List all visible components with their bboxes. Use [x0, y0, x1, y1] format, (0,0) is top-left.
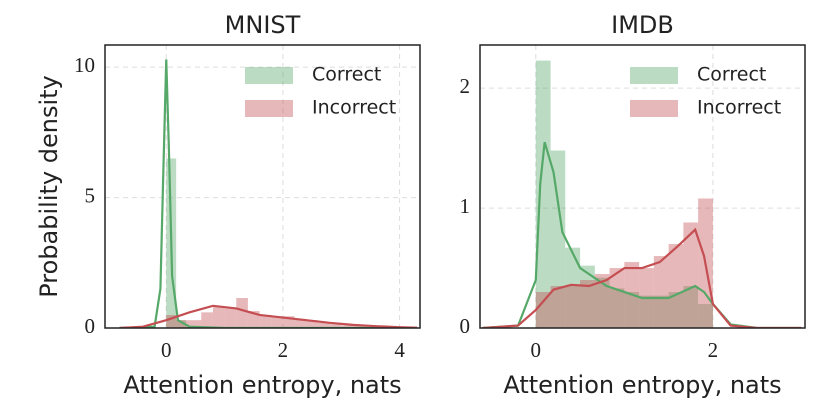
histogram-bar [624, 292, 640, 328]
histogram-bar [565, 247, 581, 328]
legend-swatch [630, 67, 678, 84]
histogram-bar [271, 316, 283, 328]
histogram-bar [609, 288, 625, 328]
y-tick-label: 1 [460, 194, 471, 218]
histogram-bar [535, 292, 551, 328]
histogram-bar [639, 295, 654, 328]
axes-frame [479, 44, 806, 329]
histogram-bar [201, 312, 213, 328]
histogram-bar [668, 244, 684, 328]
histogram-bar [294, 318, 307, 328]
histogram-bar [609, 268, 625, 328]
histogram-bar [565, 286, 581, 328]
chart-title: IMDB [611, 11, 674, 39]
legend-label: Incorrect [697, 97, 781, 119]
y-tick-label: 0 [85, 314, 96, 338]
histogram-bar [247, 311, 260, 328]
kde-line [119, 304, 418, 328]
histogram-bar [580, 265, 595, 328]
histogram-bar [550, 150, 566, 328]
x-tick-label: 0 [161, 338, 172, 362]
chart-title: MNIST [225, 11, 301, 39]
x-axis-label: Attention entropy, nats [123, 371, 401, 399]
legend-label: Incorrect [312, 97, 396, 119]
x-axis-label: Attention entropy, nats [503, 371, 781, 399]
plot-area [482, 60, 802, 328]
histogram-bar [653, 256, 669, 328]
histogram-bar [306, 320, 318, 328]
y-tick-label: 2 [460, 74, 471, 98]
histogram-bar [698, 304, 713, 328]
histogram-bar [580, 280, 595, 328]
histogram-bar [236, 298, 248, 328]
histogram-bar [341, 325, 353, 328]
histogram-bar [352, 325, 365, 328]
histogram-bar [329, 324, 342, 328]
histogram-bar [259, 314, 272, 328]
y-tick-label: 0 [460, 314, 471, 338]
x-tick-label: 0 [531, 338, 542, 362]
y-tick-label: 10 [74, 53, 95, 77]
histogram-bar [166, 314, 178, 328]
x-tick-label: 2 [278, 338, 289, 362]
histogram-bar [683, 286, 699, 328]
histogram-bar [668, 292, 684, 328]
legend-swatch [245, 100, 293, 117]
histogram-bar [535, 60, 551, 328]
legend-swatch [245, 67, 293, 84]
y-tick-label: 5 [85, 183, 96, 207]
histogram-bar [212, 307, 225, 328]
histogram-bar [317, 322, 330, 328]
histogram-bar [594, 277, 610, 328]
histogram-bar [594, 274, 610, 328]
axes-frame [104, 44, 421, 329]
x-tick-label: 4 [394, 338, 405, 362]
legend-label: Correct [697, 64, 766, 86]
histogram-bar [189, 320, 202, 328]
legend-swatch [630, 100, 678, 117]
kde-line [119, 59, 418, 328]
legend-label: Correct [312, 64, 381, 86]
y-axis-label: Probability density [35, 75, 63, 298]
x-tick-label: 2 [708, 338, 719, 362]
histogram-bar [683, 222, 699, 328]
histogram-bar [176, 320, 187, 328]
kde-line [482, 227, 802, 328]
histogram-bar [224, 308, 237, 328]
histogram-bar [282, 316, 295, 328]
histogram-bar [550, 286, 566, 328]
histogram-bar [653, 295, 669, 328]
